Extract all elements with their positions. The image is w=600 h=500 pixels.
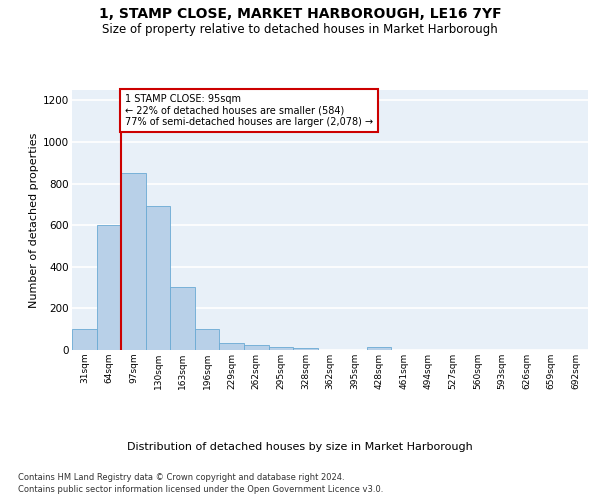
Bar: [195, 329, 220, 350]
Bar: [244, 345, 269, 350]
Bar: [97, 225, 121, 350]
Bar: [72, 329, 97, 350]
Text: Contains public sector information licensed under the Open Government Licence v3: Contains public sector information licen…: [18, 485, 383, 494]
Text: Contains HM Land Registry data © Crown copyright and database right 2024.: Contains HM Land Registry data © Crown c…: [18, 472, 344, 482]
Bar: [269, 347, 293, 350]
Bar: [367, 347, 391, 350]
Bar: [293, 348, 318, 350]
Bar: [220, 342, 244, 350]
Bar: [146, 206, 170, 350]
Bar: [121, 173, 146, 350]
Text: 1, STAMP CLOSE, MARKET HARBOROUGH, LE16 7YF: 1, STAMP CLOSE, MARKET HARBOROUGH, LE16 …: [98, 8, 502, 22]
Bar: [170, 286, 195, 350]
Y-axis label: Number of detached properties: Number of detached properties: [29, 132, 39, 308]
Text: Size of property relative to detached houses in Market Harborough: Size of property relative to detached ho…: [102, 22, 498, 36]
Text: Distribution of detached houses by size in Market Harborough: Distribution of detached houses by size …: [127, 442, 473, 452]
Text: 1 STAMP CLOSE: 95sqm
← 22% of detached houses are smaller (584)
77% of semi-deta: 1 STAMP CLOSE: 95sqm ← 22% of detached h…: [125, 94, 373, 128]
